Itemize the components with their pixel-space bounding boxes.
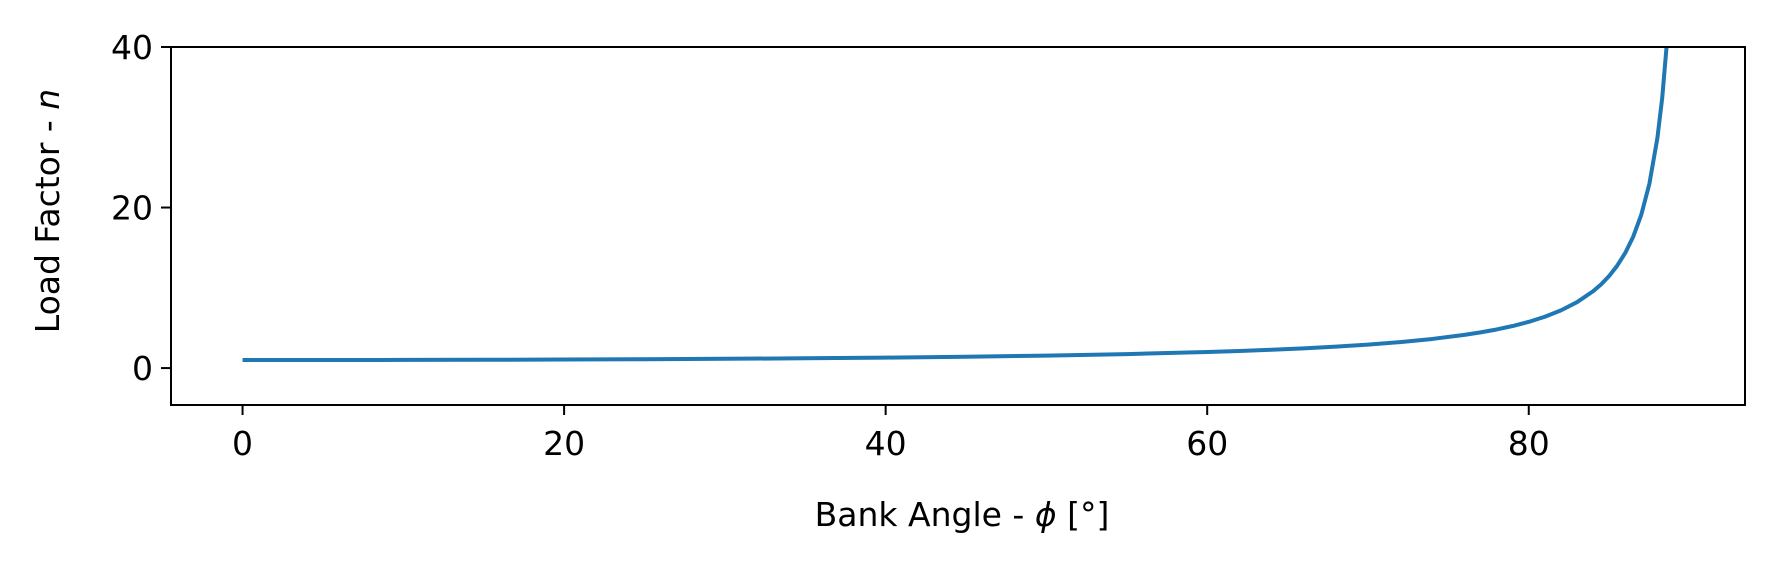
y-tick-label: 0 bbox=[132, 349, 153, 388]
x-axis-label: Bank Angle - ϕ [°] bbox=[815, 495, 1110, 534]
y-tick-label: 20 bbox=[111, 189, 153, 228]
plot-frame bbox=[170, 46, 1746, 406]
y-axis-label: Load Factor - n bbox=[28, 89, 67, 333]
x-tick-label: 20 bbox=[543, 424, 585, 463]
x-tick-label: 40 bbox=[865, 424, 907, 463]
y-tick-label: 40 bbox=[111, 28, 153, 67]
series-line-0 bbox=[242, 47, 1669, 363]
x-tick-label: 80 bbox=[1508, 424, 1550, 463]
x-tick-label: 0 bbox=[232, 424, 253, 463]
x-tick-label: 60 bbox=[1186, 424, 1228, 463]
